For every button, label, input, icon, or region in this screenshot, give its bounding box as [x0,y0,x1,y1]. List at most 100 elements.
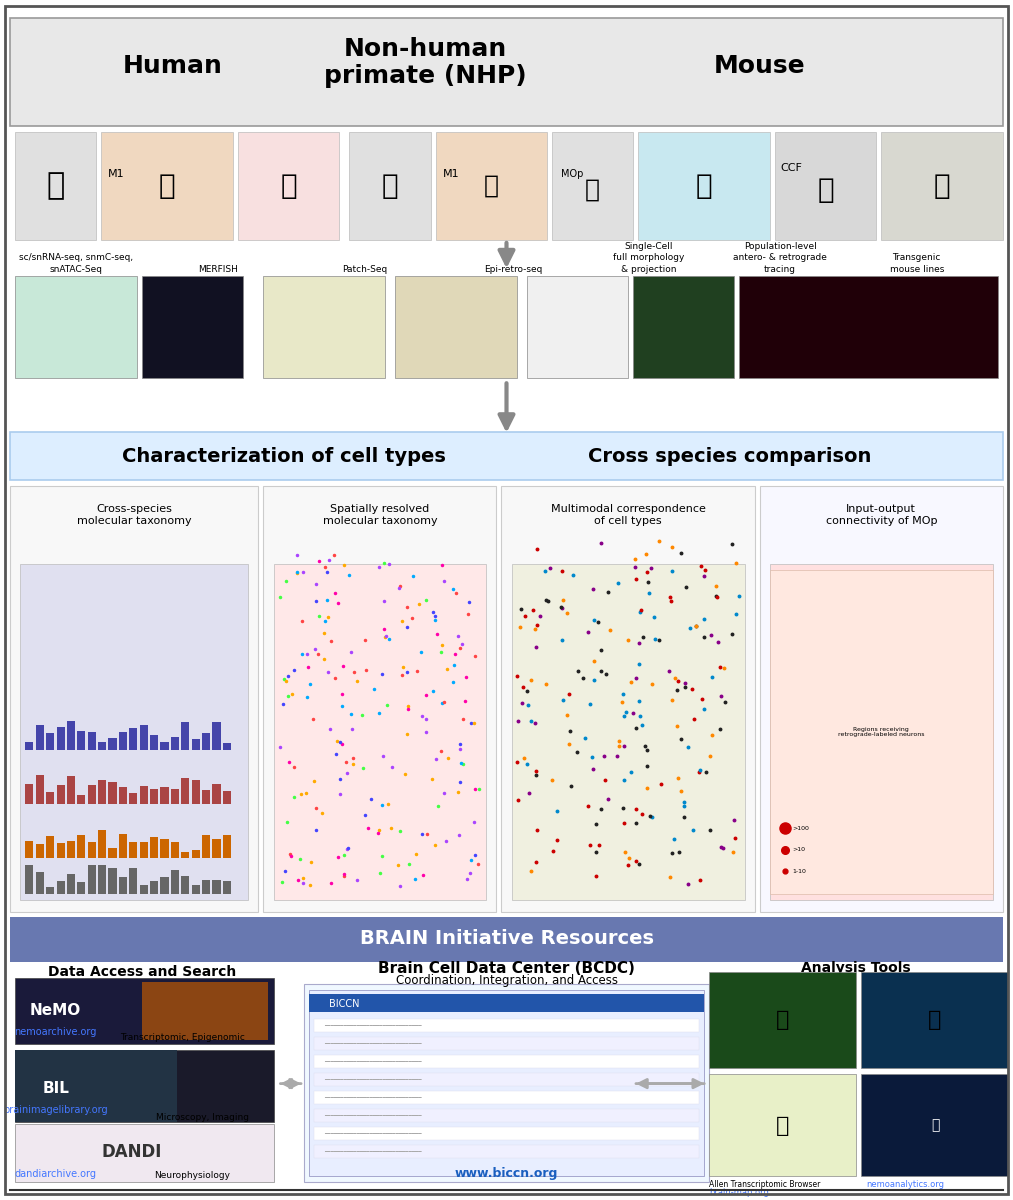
FancyBboxPatch shape [25,784,33,804]
FancyBboxPatch shape [20,564,248,900]
FancyBboxPatch shape [98,865,106,894]
FancyBboxPatch shape [150,881,158,894]
FancyBboxPatch shape [202,791,210,804]
FancyBboxPatch shape [35,871,44,894]
Text: BICCN: BICCN [329,1000,360,1009]
Text: nemoanalytics.org: nemoanalytics.org [866,1180,944,1188]
FancyBboxPatch shape [108,868,116,894]
FancyBboxPatch shape [142,982,268,1040]
Text: Cross species comparison: Cross species comparison [588,446,871,466]
Text: Regions receiving
retrograde-labeled neurons: Regions receiving retrograde-labeled neu… [838,726,925,737]
FancyBboxPatch shape [10,18,1003,126]
FancyBboxPatch shape [160,743,168,750]
Text: Characterization of cell types: Characterization of cell types [122,446,446,466]
FancyBboxPatch shape [171,870,179,894]
Text: brainimagelibrary.org: brainimagelibrary.org [3,1105,108,1115]
FancyBboxPatch shape [263,486,496,912]
FancyBboxPatch shape [501,486,755,912]
Text: sc/snRNA-seq, snmC-seq,
snATAC-Seq: sc/snRNA-seq, snmC-seq, snATAC-Seq [19,253,133,274]
Text: ━━━━━━━━━━━━━━━━━━━━━━━━━━━━━━: ━━━━━━━━━━━━━━━━━━━━━━━━━━━━━━ [324,1132,421,1136]
Text: Microscopy, Imaging: Microscopy, Imaging [156,1114,249,1122]
FancyBboxPatch shape [150,734,158,750]
FancyBboxPatch shape [223,744,231,750]
FancyBboxPatch shape [191,739,200,750]
FancyBboxPatch shape [213,840,221,858]
FancyBboxPatch shape [709,1074,856,1176]
FancyBboxPatch shape [314,1109,699,1122]
FancyBboxPatch shape [57,844,65,858]
FancyBboxPatch shape [15,276,137,378]
FancyBboxPatch shape [15,132,96,240]
FancyBboxPatch shape [739,276,998,378]
FancyBboxPatch shape [130,842,138,858]
FancyBboxPatch shape [263,276,385,378]
FancyBboxPatch shape [77,731,85,750]
FancyBboxPatch shape [15,978,274,1044]
FancyBboxPatch shape [47,733,55,750]
Text: MOp: MOp [561,169,583,179]
FancyBboxPatch shape [881,132,1003,240]
FancyBboxPatch shape [140,786,148,804]
Text: Human: Human [123,54,222,78]
Text: 🧠: 🧠 [281,172,297,200]
FancyBboxPatch shape [140,725,148,750]
FancyBboxPatch shape [861,972,1008,1068]
FancyBboxPatch shape [35,725,44,750]
FancyBboxPatch shape [314,1073,699,1086]
Text: Neurophysiology: Neurophysiology [154,1171,231,1180]
FancyBboxPatch shape [35,775,44,804]
FancyBboxPatch shape [77,794,85,804]
Text: 🧠: 🧠 [817,175,834,204]
FancyBboxPatch shape [191,780,200,804]
Text: brain-map.org: brain-map.org [709,1188,769,1198]
FancyBboxPatch shape [213,721,221,750]
FancyBboxPatch shape [108,738,116,750]
FancyBboxPatch shape [98,743,106,750]
FancyBboxPatch shape [67,841,75,858]
FancyBboxPatch shape [77,882,85,894]
FancyBboxPatch shape [314,1019,699,1032]
Text: 🧠: 🧠 [928,1010,942,1030]
Text: nemoarchive.org: nemoarchive.org [14,1027,97,1037]
FancyBboxPatch shape [191,850,200,858]
FancyBboxPatch shape [314,1127,699,1140]
FancyBboxPatch shape [88,842,96,858]
FancyBboxPatch shape [181,778,189,804]
FancyBboxPatch shape [57,785,65,804]
Text: Transgenic
mouse lines: Transgenic mouse lines [889,253,944,274]
FancyBboxPatch shape [10,486,258,912]
Text: 🧠: 🧠 [696,172,712,200]
FancyBboxPatch shape [309,990,704,1176]
Text: BIL: BIL [43,1081,69,1096]
FancyBboxPatch shape [119,834,127,858]
FancyBboxPatch shape [171,790,179,804]
FancyBboxPatch shape [98,780,106,804]
FancyBboxPatch shape [202,835,210,858]
Text: 📊: 📊 [931,1118,939,1133]
FancyBboxPatch shape [202,733,210,750]
FancyBboxPatch shape [130,868,138,894]
Text: M1: M1 [108,169,125,179]
FancyBboxPatch shape [15,1050,274,1122]
Text: Epi-retro-seq: Epi-retro-seq [484,264,543,274]
Text: 🐁: 🐁 [586,178,600,202]
Text: Cross-species
molecular taxonomy: Cross-species molecular taxonomy [77,504,191,527]
FancyBboxPatch shape [314,1037,699,1050]
FancyBboxPatch shape [25,742,33,750]
Text: 🧠: 🧠 [934,172,950,200]
FancyBboxPatch shape [274,564,486,900]
Text: Non-human
primate (NHP): Non-human primate (NHP) [324,36,527,89]
Text: Allen Transcriptomic Browser: Allen Transcriptomic Browser [709,1180,821,1188]
Text: ━━━━━━━━━━━━━━━━━━━━━━━━━━━━━━: ━━━━━━━━━━━━━━━━━━━━━━━━━━━━━━ [324,1024,421,1028]
FancyBboxPatch shape [213,881,221,894]
Text: ━━━━━━━━━━━━━━━━━━━━━━━━━━━━━━: ━━━━━━━━━━━━━━━━━━━━━━━━━━━━━━ [324,1060,421,1064]
FancyBboxPatch shape [47,836,55,858]
Text: DANDI: DANDI [101,1142,162,1162]
FancyBboxPatch shape [861,1074,1008,1176]
FancyBboxPatch shape [108,847,116,858]
FancyBboxPatch shape [15,1050,177,1122]
FancyBboxPatch shape [638,132,770,240]
Text: Input-output
connectivity of MOp: Input-output connectivity of MOp [826,504,937,527]
FancyBboxPatch shape [77,835,85,858]
FancyBboxPatch shape [47,792,55,804]
